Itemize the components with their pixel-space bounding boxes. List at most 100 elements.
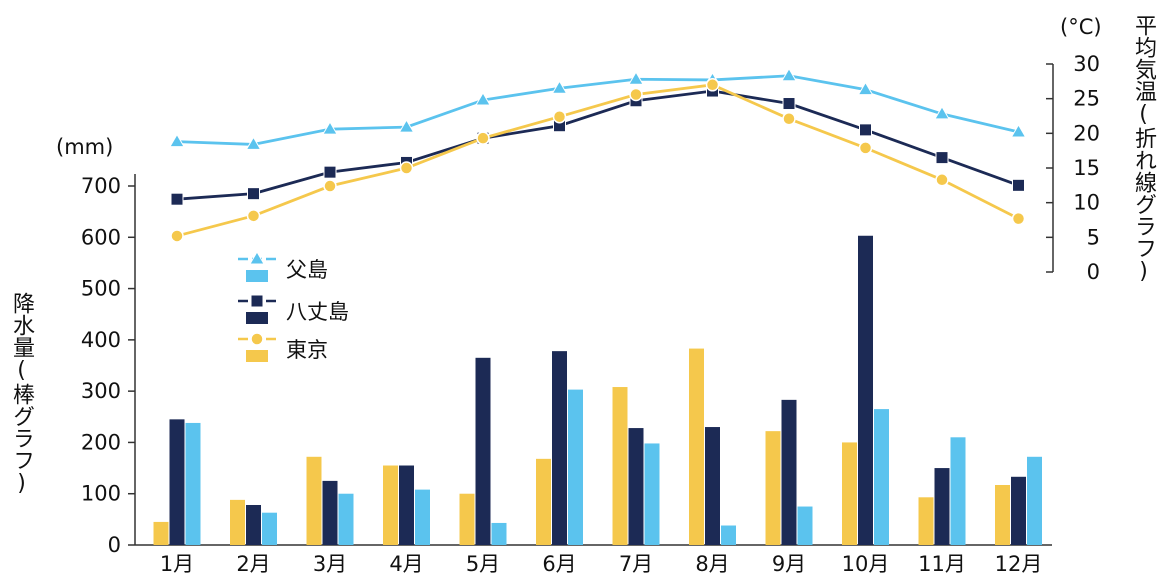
x-tick-label: 6月 bbox=[542, 552, 576, 576]
bar-八丈島-12月 bbox=[1011, 476, 1026, 545]
x-tick-label: 10月 bbox=[842, 552, 890, 576]
point-東京-4月 bbox=[399, 161, 414, 175]
bar-東京-7月 bbox=[612, 387, 628, 545]
legend-label-東京: 東京 bbox=[286, 338, 328, 362]
x-tick-label: 8月 bbox=[695, 552, 729, 576]
bar-東京-10月 bbox=[842, 442, 857, 545]
precipitation-tick-label: 0 bbox=[108, 533, 121, 557]
line-八丈島 bbox=[176, 89, 1019, 201]
x-tick-label: 11月 bbox=[918, 552, 966, 576]
bar-父島-5月 bbox=[491, 522, 507, 545]
bar-父島-1月 bbox=[185, 422, 201, 545]
precipitation-tick-label: 500 bbox=[81, 277, 121, 301]
point-父島-6月 bbox=[551, 80, 568, 94]
precipitation-tick-label: 600 bbox=[81, 225, 121, 249]
bar-八丈島-4月 bbox=[399, 465, 414, 545]
point-父島-3月 bbox=[322, 121, 338, 135]
legend-bar-父島 bbox=[246, 270, 268, 282]
x-tick-label: 4月 bbox=[389, 552, 423, 576]
point-東京-6月 bbox=[552, 109, 567, 124]
precipitation-unit: (mm) bbox=[56, 135, 113, 159]
legend-label-父島: 父島 bbox=[286, 258, 328, 282]
temperature-tick-label: 15 bbox=[1073, 156, 1100, 180]
temperature-tick-label: 25 bbox=[1073, 87, 1100, 111]
bar-東京-12月 bbox=[995, 484, 1010, 545]
temperature-axis-title: 平均気温(折れ線グラフ) bbox=[1131, 14, 1156, 284]
point-父島-9月 bbox=[781, 67, 797, 82]
point-東京-11月 bbox=[935, 173, 949, 187]
bar-東京-5月 bbox=[459, 493, 475, 545]
precipitation-axis-title: 降水量(棒グラフ) bbox=[9, 292, 34, 496]
x-tick-label: 2月 bbox=[236, 552, 270, 576]
temperature-tick-label: 20 bbox=[1073, 121, 1100, 145]
x-tick-label: 12月 bbox=[995, 552, 1043, 576]
point-東京-12月 bbox=[1011, 211, 1026, 226]
bar-父島-6月 bbox=[568, 389, 583, 545]
bar-父島-8月 bbox=[721, 525, 736, 545]
point-東京-3月 bbox=[323, 179, 337, 193]
point-東京-1月 bbox=[170, 229, 184, 243]
bar-父島-3月 bbox=[338, 493, 354, 545]
precipitation-tick-label: 300 bbox=[81, 379, 121, 403]
bar-父島-2月 bbox=[262, 512, 277, 545]
bar-八丈島-3月 bbox=[322, 480, 338, 545]
bar-東京-6月 bbox=[536, 458, 551, 545]
point-父島-1月 bbox=[169, 133, 185, 148]
precipitation-tick-label: 400 bbox=[81, 328, 121, 352]
temperature-tick-label: 10 bbox=[1073, 191, 1100, 215]
legend-bar-東京 bbox=[246, 350, 268, 362]
bar-八丈島-7月 bbox=[628, 428, 644, 545]
point-父島-2月 bbox=[245, 136, 262, 150]
temperature-unit: (°C) bbox=[1060, 15, 1102, 39]
bar-八丈島-1月 bbox=[169, 419, 185, 545]
bar-八丈島-5月 bbox=[475, 357, 491, 545]
point-八丈島-1月 bbox=[170, 192, 184, 206]
point-八丈島-11月 bbox=[935, 151, 949, 165]
bar-父島-11月 bbox=[950, 437, 966, 545]
point-父島-4月 bbox=[398, 119, 415, 133]
point-八丈島-2月 bbox=[247, 187, 260, 201]
bar-八丈島-8月 bbox=[705, 427, 720, 545]
point-八丈島-3月 bbox=[323, 165, 337, 179]
x-tick-label: 7月 bbox=[619, 552, 653, 576]
point-東京-8月 bbox=[705, 78, 720, 92]
point-八丈島-12月 bbox=[1012, 178, 1025, 192]
point-父島-11月 bbox=[934, 105, 950, 120]
point-父島-7月 bbox=[628, 71, 644, 85]
bar-東京-8月 bbox=[689, 348, 704, 545]
bar-東京-1月 bbox=[153, 521, 169, 545]
legend-label-八丈島: 八丈島 bbox=[286, 300, 349, 324]
bar-父島-7月 bbox=[644, 443, 660, 545]
legend-marker-八丈島 bbox=[250, 294, 264, 308]
x-tick-label: 9月 bbox=[772, 552, 806, 576]
bar-八丈島-9月 bbox=[781, 399, 797, 545]
x-tick-label: 3月 bbox=[313, 552, 347, 576]
precipitation-tick-label: 200 bbox=[81, 430, 121, 454]
bar-父島-12月 bbox=[1027, 456, 1042, 545]
legend-marker-東京 bbox=[250, 332, 264, 346]
point-八丈島-9月 bbox=[782, 97, 796, 111]
bar-父島-9月 bbox=[797, 506, 813, 545]
bar-東京-4月 bbox=[383, 465, 398, 545]
point-東京-2月 bbox=[246, 209, 261, 223]
bar-八丈島-2月 bbox=[246, 504, 261, 545]
point-父島-10月 bbox=[857, 81, 874, 96]
precipitation-tick-label: 700 bbox=[81, 174, 121, 198]
bar-父島-10月 bbox=[874, 409, 889, 545]
x-tick-label: 5月 bbox=[466, 552, 500, 576]
bar-八丈島-11月 bbox=[934, 468, 950, 545]
point-東京-10月 bbox=[858, 141, 873, 155]
point-東京-9月 bbox=[782, 112, 796, 126]
legend-marker-父島 bbox=[249, 251, 265, 265]
temperature-tick-label: 5 bbox=[1087, 225, 1100, 249]
precipitation-tick-label: 100 bbox=[81, 482, 121, 506]
point-父島-5月 bbox=[475, 92, 491, 106]
bar-父島-4月 bbox=[415, 489, 430, 545]
point-八丈島-10月 bbox=[859, 123, 872, 137]
line-父島 bbox=[176, 74, 1019, 146]
legend-bar-八丈島 bbox=[246, 312, 268, 324]
point-東京-7月 bbox=[629, 87, 643, 102]
bar-東京-11月 bbox=[918, 497, 934, 545]
bar-東京-9月 bbox=[765, 431, 781, 545]
